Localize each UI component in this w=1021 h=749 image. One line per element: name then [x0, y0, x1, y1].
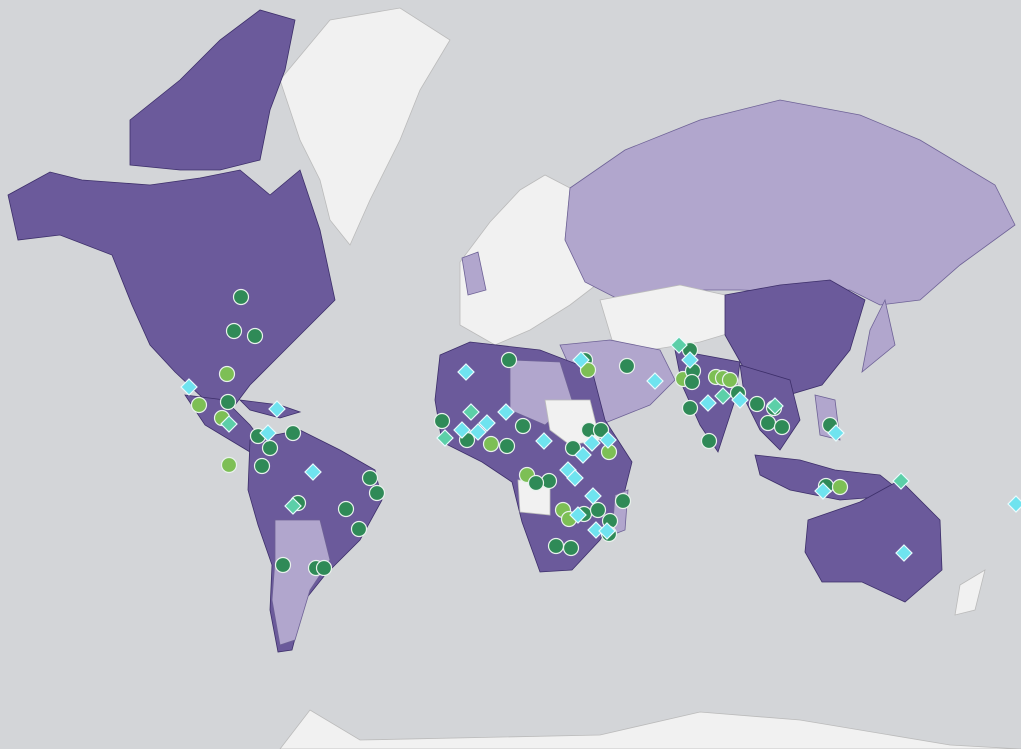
site-diamond: [457, 363, 475, 381]
site-marker: [759, 414, 777, 432]
site-marker: [514, 417, 532, 435]
site-diamond: [766, 397, 784, 415]
site-diamond: [268, 400, 286, 418]
greenland: [279, 7, 451, 246]
markers: [180, 288, 1021, 577]
site-diamond: [731, 391, 749, 409]
site-marker: [562, 539, 580, 557]
site-marker: [831, 478, 849, 496]
site-marker: [498, 437, 516, 455]
site-diamond: [180, 378, 198, 396]
japan: [861, 298, 896, 374]
site-marker: [579, 361, 597, 379]
site-marker: [220, 456, 238, 474]
site-diamond: [583, 434, 601, 452]
site-diamond: [895, 544, 913, 562]
site-marker: [315, 559, 333, 577]
site-marker: [773, 418, 791, 436]
site-diamond: [469, 423, 487, 441]
site-marker: [284, 424, 302, 442]
site-diamond: [587, 521, 605, 539]
site-diamond: [572, 351, 590, 369]
site-marker: [614, 492, 632, 510]
australia: [804, 479, 943, 603]
site-diamond: [497, 403, 515, 421]
site-marker: [683, 373, 701, 391]
site-diamond: [599, 431, 617, 449]
site-diamond: [566, 469, 584, 487]
site-marker: [361, 469, 379, 487]
uk: [461, 251, 487, 296]
site-marker: [748, 395, 766, 413]
site-marker: [527, 474, 545, 492]
site-diamond: [699, 394, 717, 412]
new-zealand: [954, 569, 986, 616]
site-diamond: [453, 421, 471, 439]
southern-cone: [271, 519, 331, 646]
site-marker: [500, 351, 518, 369]
arctic-islands: [129, 9, 296, 171]
site-diamond: [304, 463, 322, 481]
site-marker: [246, 327, 264, 345]
site-marker: [261, 439, 279, 457]
site-marker: [253, 457, 271, 475]
site-diamond: [436, 429, 454, 447]
site-marker: [433, 412, 451, 430]
site-marker: [368, 484, 386, 502]
site-diamond: [1007, 495, 1021, 513]
site-diamond: [714, 387, 732, 405]
site-diamond: [462, 403, 480, 421]
site-diamond: [569, 506, 587, 524]
site-marker: [232, 288, 250, 306]
site-marker: [218, 365, 236, 383]
site-diamond: [574, 446, 592, 464]
site-diamond: [646, 372, 664, 390]
site-diamond: [670, 336, 688, 354]
site-diamond: [598, 522, 616, 540]
site-diamond: [220, 415, 238, 433]
site-marker: [337, 500, 355, 518]
site-marker: [350, 520, 368, 538]
site-marker: [547, 537, 565, 555]
site-diamond: [827, 424, 845, 442]
site-marker: [700, 432, 718, 450]
site-diamond: [892, 472, 910, 490]
antarctica: [279, 709, 1021, 749]
site-diamond: [584, 487, 602, 505]
site-diamond: [535, 432, 553, 450]
site-marker: [592, 421, 610, 439]
site-marker: [618, 357, 636, 375]
site-diamond: [814, 482, 832, 500]
site-marker: [274, 556, 292, 574]
site-diamond: [284, 497, 302, 515]
north-america: [7, 169, 336, 406]
site-marker: [219, 393, 237, 411]
site-marker: [564, 439, 582, 457]
site-marker: [681, 399, 699, 417]
site-diamond: [681, 351, 699, 369]
site-marker: [225, 322, 243, 340]
site-marker: [190, 396, 208, 414]
site-diamond: [478, 414, 496, 432]
site-diamond: [259, 424, 277, 442]
site-marker: [721, 371, 739, 389]
site-marker: [482, 435, 500, 453]
site-marker: [589, 501, 607, 519]
